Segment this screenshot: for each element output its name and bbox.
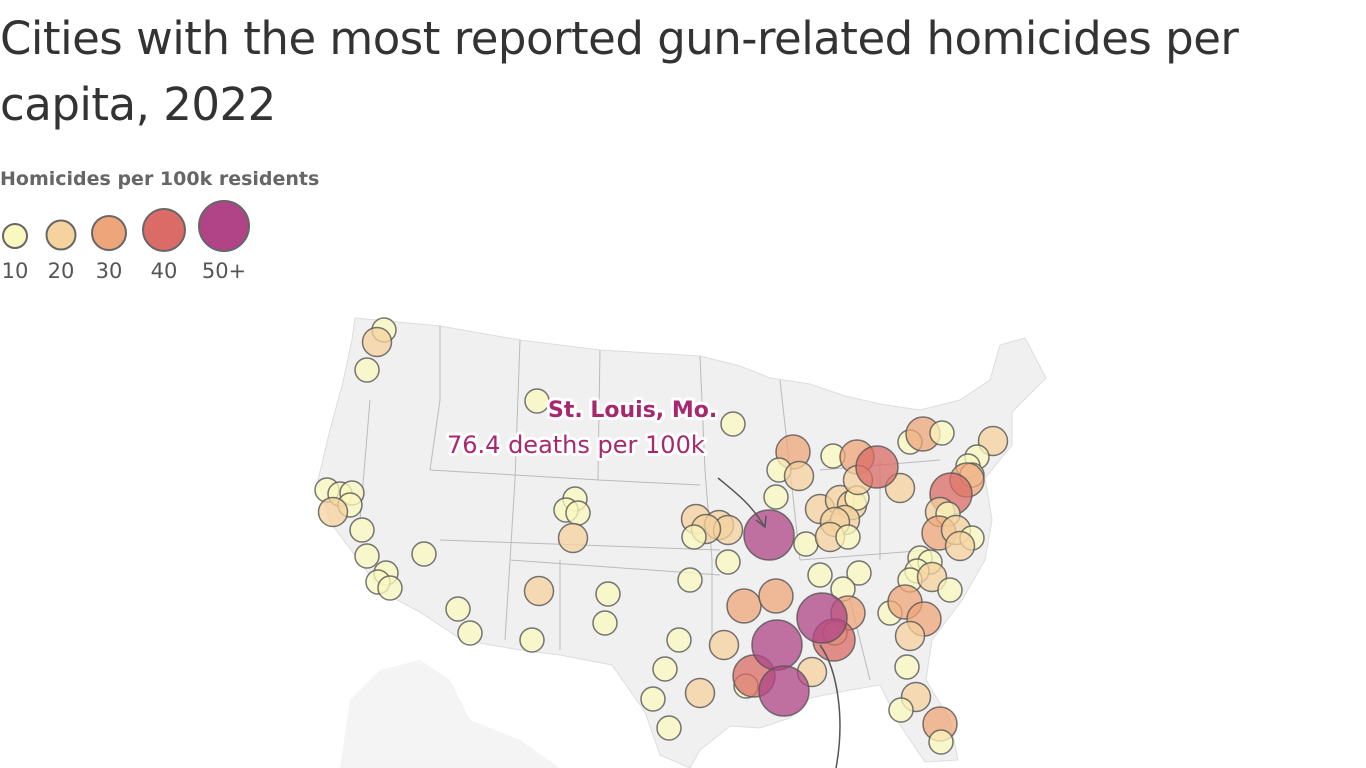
legend-label: 10 bbox=[2, 259, 29, 283]
city-bubble[interactable] bbox=[519, 627, 545, 653]
city-bubble[interactable] bbox=[928, 729, 954, 755]
city-bubble[interactable] bbox=[929, 420, 955, 446]
city-bubble[interactable] bbox=[565, 500, 591, 526]
city-bubble[interactable] bbox=[783, 460, 815, 492]
legend-label: 20 bbox=[48, 259, 75, 283]
city-bubble[interactable] bbox=[677, 567, 703, 593]
legend: 10 20 30 40 50+ bbox=[2, 200, 250, 283]
city-bubble[interactable] bbox=[349, 517, 375, 543]
alaska-shape bbox=[340, 660, 560, 768]
city-bubble[interactable] bbox=[937, 577, 963, 603]
city-bubble[interactable] bbox=[592, 610, 618, 636]
city-bubble[interactable] bbox=[944, 530, 976, 562]
city-bubble[interactable] bbox=[855, 445, 899, 489]
chart-title: Cities with the most reported gun-relate… bbox=[0, 12, 1239, 131]
st-louis-arrowhead bbox=[755, 515, 767, 529]
city-bubble[interactable] bbox=[361, 326, 393, 358]
st-louis-arrow bbox=[717, 477, 765, 527]
city-bubble[interactable] bbox=[523, 575, 555, 607]
city-bubble[interactable] bbox=[807, 562, 833, 588]
city-bubble[interactable] bbox=[894, 620, 926, 652]
legend-label: 40 bbox=[151, 259, 178, 283]
city-bubble[interactable] bbox=[846, 560, 872, 586]
bubbles bbox=[314, 317, 1009, 755]
city-bubble[interactable] bbox=[715, 549, 741, 575]
city-bubble[interactable] bbox=[763, 484, 789, 510]
city-bubble[interactable] bbox=[652, 656, 678, 682]
legend-label: 30 bbox=[96, 259, 123, 283]
city-bubble[interactable] bbox=[666, 627, 692, 653]
city-bubble[interactable] bbox=[726, 588, 762, 624]
city-bubble[interactable] bbox=[524, 388, 550, 414]
annotation-city: St. Louis, Mo. bbox=[548, 398, 717, 423]
city-bubble[interactable] bbox=[445, 596, 471, 622]
city-bubble[interactable] bbox=[793, 531, 819, 557]
city-bubble[interactable] bbox=[684, 677, 716, 709]
city-bubble[interactable] bbox=[354, 543, 380, 569]
city-bubble[interactable] bbox=[894, 654, 920, 680]
city-bubble[interactable] bbox=[557, 522, 589, 554]
legend-swatch-20 bbox=[45, 219, 77, 251]
legend-swatch-30 bbox=[91, 215, 127, 251]
legend-label: 50+ bbox=[202, 259, 246, 283]
city-bubble[interactable] bbox=[758, 578, 794, 614]
city-bubble[interactable] bbox=[411, 541, 437, 567]
city-bubble[interactable] bbox=[758, 665, 810, 717]
legend-swatch-50-plus bbox=[198, 200, 250, 252]
annotation-value: 76.4 deaths per 100k bbox=[447, 431, 705, 459]
city-bubble[interactable] bbox=[743, 509, 795, 561]
city-bubble[interactable] bbox=[457, 620, 483, 646]
city-bubble[interactable] bbox=[595, 581, 621, 607]
city-bubble[interactable] bbox=[354, 357, 380, 383]
city-bubble[interactable] bbox=[317, 496, 349, 528]
city-bubble[interactable] bbox=[708, 629, 740, 661]
city-bubble[interactable] bbox=[720, 411, 746, 437]
legend-swatch-10 bbox=[2, 223, 28, 249]
city-bubble[interactable] bbox=[796, 592, 848, 644]
city-bubble[interactable] bbox=[656, 715, 682, 741]
city-bubble[interactable] bbox=[681, 524, 707, 550]
city-bubble[interactable] bbox=[751, 619, 803, 671]
city-bubble[interactable] bbox=[835, 524, 861, 550]
memphis-arrow bbox=[819, 644, 841, 768]
city-bubble[interactable] bbox=[888, 697, 914, 723]
city-bubble[interactable] bbox=[377, 575, 403, 601]
city-bubble[interactable] bbox=[640, 686, 666, 712]
legend-swatch-40 bbox=[142, 208, 186, 252]
legend-title: Homicides per 100k residents bbox=[0, 168, 320, 190]
